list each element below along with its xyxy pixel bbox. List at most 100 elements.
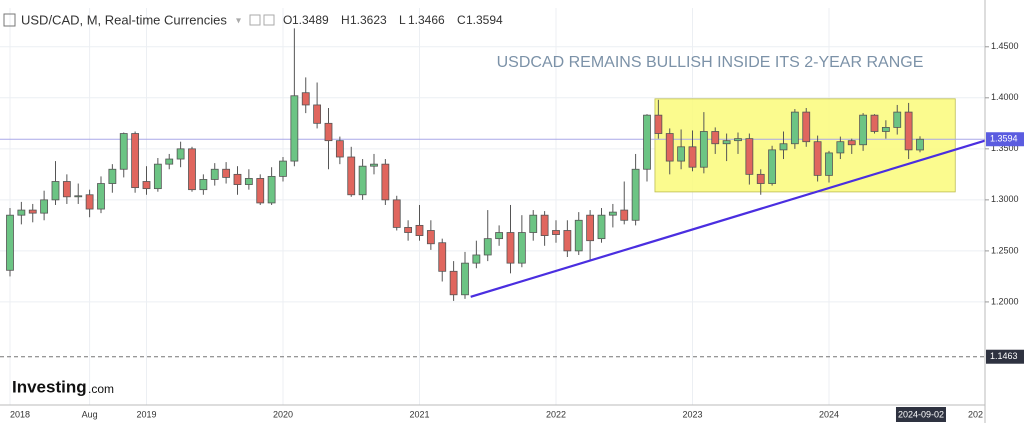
candle-body [392,199,401,228]
candle-body [370,163,378,167]
ohlc-value: 1.3623 [350,13,387,27]
x-tick-label: 2023 [682,409,702,419]
plot-area [0,8,986,405]
candle-body [563,230,572,252]
candle-body [529,214,538,233]
candle-body [506,232,515,264]
candle-body [631,168,640,221]
candle-body [358,165,367,196]
candle-body [279,160,287,177]
candle-body [677,146,686,162]
candle-body [870,114,879,132]
candle-body [722,140,731,145]
y-tick-label: 1.2500 [991,245,1019,255]
candle-body [574,219,583,252]
candle-body [131,133,140,189]
candle-body [176,148,185,160]
candle-body [881,127,890,132]
x-tick-label: 202 [968,409,983,419]
candle-body [119,133,128,170]
candle-body [324,122,333,142]
candle-body [916,138,924,151]
candle-body [813,141,822,176]
candle-body [859,114,868,146]
icon[interactable] [263,14,275,26]
candle-body [233,173,242,185]
y-tick-label: 1.3000 [991,194,1019,204]
ohlc-value: 1.3594 [466,13,503,27]
symbol-icon [3,13,16,27]
candle-body [620,209,629,221]
candle-body [847,140,856,146]
candle-body [495,232,504,240]
candle-body [552,230,560,235]
logo-suffix: .com [88,382,114,396]
candle-body [222,168,231,178]
candle-body [210,168,219,180]
candle-body [28,209,37,214]
ohlc-letter: H [341,13,350,27]
candle-body [472,254,481,264]
candle-body [17,209,26,216]
candle-body [165,158,174,165]
ohlc-letter: L [399,13,406,27]
candle-body [688,146,697,168]
current-price-box [986,132,1024,147]
ohlc-letter: O [283,13,292,27]
candle-body [290,95,299,162]
candle-body [62,181,71,198]
x-tick-label: 2020 [273,409,293,419]
ohlc-value: 1.3489 [292,13,329,27]
candle-body [734,138,742,142]
logo-brand: Investing [12,377,87,396]
icon[interactable] [249,14,261,26]
trendline [470,139,986,298]
candle-body [426,230,435,245]
candle-body [6,214,14,271]
candle-body [904,111,913,151]
candle-body [461,262,469,296]
symbol: USD/CAD, M, Real-time Currencies [21,12,227,27]
candle-body [301,92,310,106]
candle-body [108,168,117,184]
candle-body [745,138,754,175]
candle-body [802,111,811,143]
candle-body [756,173,765,184]
candle-body [449,270,458,296]
ohlc-values: O 1.3489 H 1.3623 L 1.3466 C 1.3594 [283,13,503,27]
x-tick-label: 2022 [546,409,566,419]
candle-body [142,181,151,190]
chart-title: USDCAD REMAINS BULLISH INSIDE ITS 2-YEAR… [497,54,924,71]
candle-body [699,131,708,168]
candle-body [74,195,83,198]
date-box [895,407,946,422]
candle-body [267,175,276,204]
y-tick-label: 1.4000 [991,92,1019,102]
x-tick-label: 2018 [10,409,30,419]
level-label: 1.1463 [990,351,1018,361]
candle-body [790,111,799,145]
dropdown-arrow[interactable]: ▾ [236,16,241,27]
candle-body [768,149,777,184]
candle-body [711,131,720,145]
candle-body [404,227,413,233]
candle-body [51,181,60,201]
candle-body [825,152,833,176]
candle-body [608,211,617,216]
candle-body [586,214,595,242]
date-label: 2024-09-02 [898,409,944,419]
candle-body [97,183,105,210]
candle-body [313,104,322,124]
candle-body [347,156,356,196]
x-tick-label: 2021 [409,409,429,419]
x-tick-label: 2024 [819,409,839,419]
ohlc-letter: C [457,13,466,27]
x-tick-label: Aug [82,409,98,419]
candle-body [415,224,424,236]
candle-body [244,178,253,185]
candle-body [654,114,663,134]
ohlc-value: 1.3466 [408,13,445,27]
candle-body [256,178,265,204]
